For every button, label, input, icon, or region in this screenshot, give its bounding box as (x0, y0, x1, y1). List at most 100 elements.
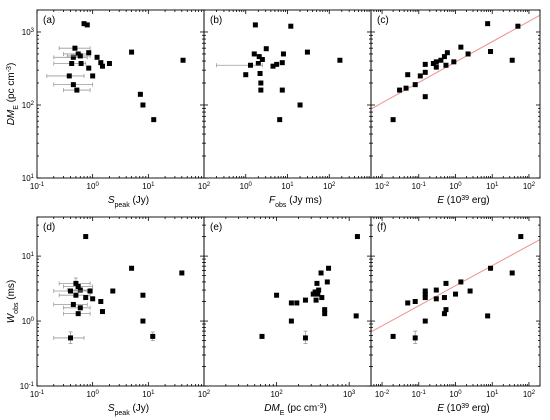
data-point (412, 82, 418, 88)
x-tick-label: 101 (281, 182, 294, 191)
data-point (279, 87, 285, 93)
data-point (84, 22, 90, 28)
data-point (248, 62, 254, 68)
data-point (417, 73, 423, 79)
data-point (99, 309, 105, 315)
data-point (422, 94, 428, 100)
data-point (438, 57, 444, 63)
data-point (68, 288, 74, 294)
data-point (77, 287, 83, 293)
data-point (294, 300, 300, 306)
data-point (458, 44, 464, 50)
data-point (86, 50, 92, 56)
plot-frame (36, 9, 205, 179)
data-point (458, 279, 464, 285)
data-point (488, 265, 494, 271)
x-tick-label: 102 (523, 182, 536, 191)
data-point (258, 87, 264, 93)
data-point (354, 234, 360, 240)
data-point (422, 69, 428, 75)
data-point (405, 72, 411, 78)
data-point (274, 292, 280, 298)
data-point (150, 333, 156, 339)
data-point (422, 291, 428, 297)
data-point (405, 300, 411, 306)
data-point (433, 287, 439, 293)
data-point (86, 65, 92, 71)
panel-label: (f) (377, 222, 386, 233)
data-point (83, 234, 89, 240)
data-point (90, 296, 96, 302)
data-point (430, 61, 436, 67)
data-point (78, 61, 84, 67)
x-tick-label: 10-1 (30, 390, 45, 399)
data-point (69, 61, 75, 67)
data-point (397, 87, 403, 93)
data-point (98, 60, 104, 66)
data-point (485, 313, 491, 319)
data-point (315, 291, 321, 297)
data-point (443, 307, 449, 313)
data-point (297, 102, 303, 108)
data-point (70, 54, 76, 60)
data-point (252, 22, 258, 28)
data-point (310, 291, 316, 297)
data-point (180, 57, 186, 63)
data-point (433, 59, 439, 65)
x-tick-label: 10-1 (412, 390, 427, 399)
data-point (288, 318, 294, 324)
data-point (140, 318, 146, 324)
data-point (324, 279, 330, 285)
data-point (257, 70, 263, 76)
data-point (451, 59, 457, 65)
data-point (304, 49, 310, 55)
data-point (99, 63, 105, 69)
data-point (70, 301, 76, 307)
data-point (74, 87, 80, 93)
data-point (509, 57, 515, 63)
x-tick-label: 101 (486, 390, 499, 399)
data-point (518, 234, 524, 240)
data-point (259, 56, 265, 62)
data-point (433, 296, 439, 302)
x-tick-label: 10-1 (30, 182, 45, 191)
panel-a: 10-1 100 101 102 101 102 103 (a) Speak (Jy) DME (… (6, 9, 211, 209)
y-tick-label: 103 (22, 28, 35, 37)
y-tick-label: 100 (22, 317, 35, 326)
data-point (422, 288, 428, 294)
x-axis-label: E (1039 erg) (437, 403, 489, 415)
panel-b: 100 101 102 (b) Fobs (Jy ms) (203, 9, 372, 209)
data-point (485, 21, 491, 27)
data-point (444, 50, 450, 56)
data-point (274, 61, 280, 67)
data-point (337, 57, 343, 63)
data-point (140, 292, 146, 298)
data-point (322, 311, 328, 317)
x-tick-label: 10-2 (375, 182, 390, 191)
x-tick-label: 100 (87, 390, 100, 399)
panel-label: (c) (377, 15, 389, 26)
data-point (443, 280, 449, 286)
data-point (509, 270, 515, 276)
data-point (77, 305, 83, 311)
x-tick-label: 102 (198, 182, 211, 191)
data-point (316, 287, 322, 293)
data-point (288, 300, 294, 306)
data-point (70, 82, 76, 88)
data-point (140, 102, 146, 108)
data-point (256, 54, 262, 60)
data-point (314, 280, 320, 286)
data-point (412, 299, 418, 304)
data-point (129, 49, 135, 55)
panel-f: 10-2 10-1 100 101 102 (f) E (1039 erg) (370, 216, 541, 415)
data-point (81, 21, 87, 27)
data-point (68, 335, 74, 341)
data-point (106, 61, 112, 67)
x-tick-label: 100 (240, 182, 253, 191)
data-point (441, 295, 447, 301)
x-axis-label: Speak (Jy) (108, 195, 149, 209)
data-point (258, 80, 264, 86)
x-tick-label: 101 (142, 182, 155, 191)
data-point (83, 295, 89, 301)
